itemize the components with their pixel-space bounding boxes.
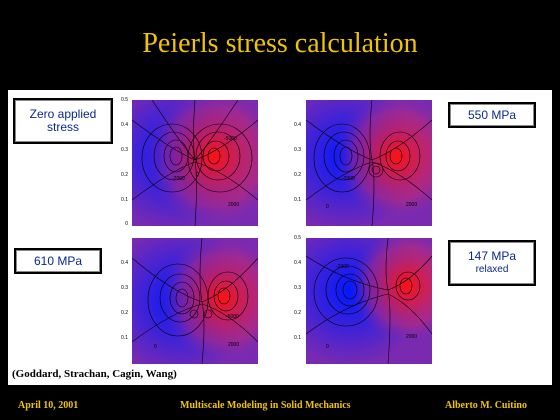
- label-147-line1: 147 MPa: [467, 249, 517, 263]
- label-550mpa: 550 MPa: [448, 102, 536, 128]
- y-tick: 0.3: [121, 285, 128, 291]
- y-tick: 0.2: [294, 310, 301, 316]
- contour-label: -5000: [226, 314, 239, 320]
- contour-label: 0: [326, 204, 329, 210]
- y-axis-top-left: 0.5 0.4 0.3 0.2 0.1 0: [110, 98, 130, 228]
- content-panel: Zero applied stress 550 MPa 610 MPa 147 …: [8, 90, 552, 385]
- y-tick: 0.5: [294, 235, 301, 241]
- label-610mpa: 610 MPa: [14, 248, 102, 274]
- contour-label: -2000: [172, 176, 185, 182]
- slide-title: Peierls stress calculation: [142, 28, 418, 59]
- y-tick: 0.1: [294, 197, 301, 203]
- contour-plot-550mpa: 2000 0 -2000: [306, 100, 432, 226]
- y-tick: 0.1: [121, 197, 128, 203]
- y-axis-bottom-right: 0.5 0.4 0.3 0.2 0.1: [283, 236, 303, 366]
- label-zero-applied-stress: Zero applied stress: [13, 98, 113, 144]
- contour-label: 2000: [406, 202, 417, 208]
- footer-course: Multiscale Modeling in Solid Mechanics: [180, 400, 351, 411]
- y-axis-bottom-left: 0.4 0.3 0.2 0.1: [110, 236, 130, 366]
- label-550-text: 550 MPa: [467, 108, 517, 122]
- contour-label: 0: [196, 172, 199, 178]
- label-zero-line1: Zero applied: [29, 107, 97, 121]
- footer-date: April 10, 2001: [18, 400, 79, 411]
- label-610-text: 610 MPa: [33, 254, 83, 268]
- contour-label: 0: [326, 344, 329, 350]
- y-tick: 0.4: [294, 122, 301, 128]
- y-tick: 0.3: [121, 147, 128, 153]
- credit-authors: (Goddard, Strachan, Cagin, Wang): [12, 368, 177, 380]
- contour-label: 2000: [228, 202, 239, 208]
- contour-label: -2000: [336, 264, 349, 270]
- y-tick: 0: [125, 221, 128, 227]
- contour-plot-610mpa: 2000 0 -5000: [132, 238, 258, 364]
- y-tick: 0.3: [294, 285, 301, 291]
- label-147-line2: relaxed: [475, 264, 509, 275]
- y-tick: 0.3: [294, 147, 301, 153]
- y-tick: 0.4: [121, 260, 128, 266]
- label-zero-line2: stress: [46, 120, 79, 134]
- contour-label: -5000: [224, 136, 237, 142]
- y-tick: 0.2: [121, 310, 128, 316]
- contour-label: 2000: [406, 334, 417, 340]
- label-147mpa-relaxed: 147 MPa relaxed: [448, 240, 536, 286]
- y-tick: 0.4: [294, 260, 301, 266]
- contour-label: 2000: [228, 342, 239, 348]
- y-tick: 0.1: [294, 335, 301, 341]
- footer-author: Alberto M. Cuitino: [445, 400, 527, 411]
- contour-plot-147mpa-relaxed: -2000 2000 0: [306, 238, 432, 364]
- y-tick: 0.5: [121, 97, 128, 103]
- y-tick: 0.4: [121, 122, 128, 128]
- y-axis-top-right: 0.4 0.3 0.2 0.1: [283, 98, 303, 228]
- contour-label: 0: [154, 344, 157, 350]
- contour-label: -2000: [342, 176, 355, 182]
- contour-plot-zero-stress: -2000 0 2000 -5000: [132, 100, 258, 226]
- y-tick: 0.2: [121, 172, 128, 178]
- y-tick: 0.2: [294, 172, 301, 178]
- y-tick: 0.1: [121, 335, 128, 341]
